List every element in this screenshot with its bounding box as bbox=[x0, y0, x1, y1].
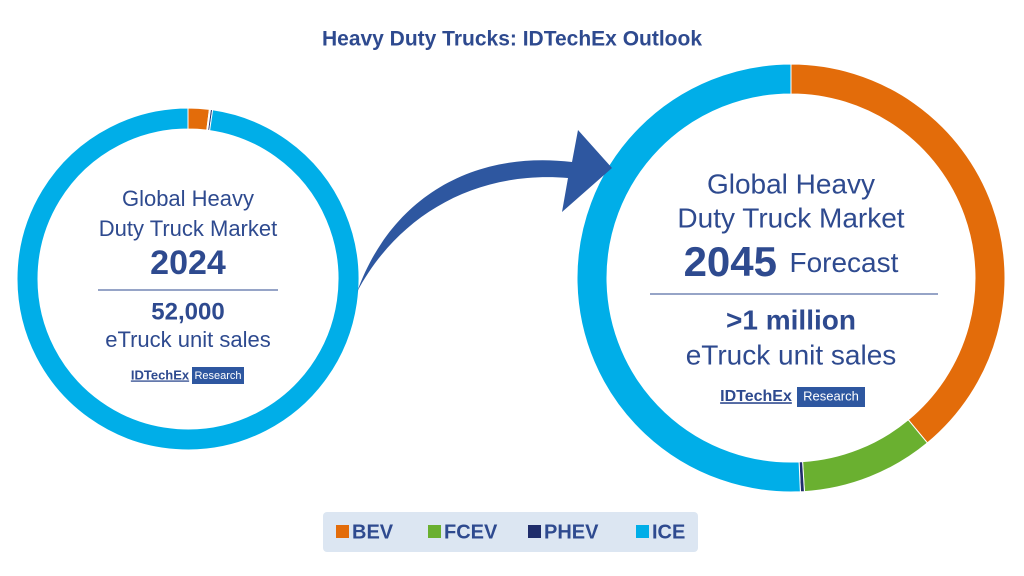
center-text: Duty Truck Market bbox=[99, 216, 277, 241]
brand-box bbox=[192, 367, 244, 384]
legend-box bbox=[323, 512, 698, 552]
donut-segment bbox=[576, 63, 801, 493]
legend: BEV FCEV PHEV ICE bbox=[336, 521, 685, 543]
arrow bbox=[357, 130, 612, 292]
center-text: Global Heavy bbox=[122, 186, 254, 211]
year-line: 2045 Forecast bbox=[684, 238, 899, 285]
year: 2024 bbox=[150, 244, 226, 282]
donut-segment bbox=[802, 419, 929, 493]
center-text: Global Heavy bbox=[707, 168, 875, 199]
subline: eTruck unit sales bbox=[105, 327, 270, 352]
legend-swatch bbox=[428, 525, 441, 538]
donut-segment bbox=[187, 107, 210, 131]
legend-swatch bbox=[636, 525, 649, 538]
brand-name: IDTechEx bbox=[131, 367, 190, 382]
brand-tag: Research bbox=[803, 388, 859, 403]
headline: 52,000 bbox=[151, 298, 224, 325]
year: 2045 bbox=[684, 238, 777, 285]
donut-segment bbox=[790, 63, 1006, 444]
legend-label: ICE bbox=[652, 521, 685, 543]
legend-label: PHEV bbox=[544, 521, 599, 543]
headline: >1 million bbox=[726, 304, 856, 335]
center-text: Duty Truck Market bbox=[677, 202, 904, 233]
brand-name: IDTechEx bbox=[720, 388, 792, 405]
legend-label: BEV bbox=[352, 521, 394, 543]
legend-label: FCEV bbox=[444, 521, 498, 543]
legend-swatch bbox=[336, 525, 349, 538]
year-note: Forecast bbox=[789, 247, 898, 278]
legend-swatch bbox=[528, 525, 541, 538]
donuts bbox=[16, 63, 1006, 493]
donut-segment bbox=[16, 107, 360, 451]
title: Heavy Duty Trucks: IDTechEx Outlook bbox=[322, 28, 702, 51]
subline: eTruck unit sales bbox=[686, 339, 897, 370]
brand-box bbox=[797, 387, 865, 407]
brand-tag: Research bbox=[194, 370, 241, 382]
